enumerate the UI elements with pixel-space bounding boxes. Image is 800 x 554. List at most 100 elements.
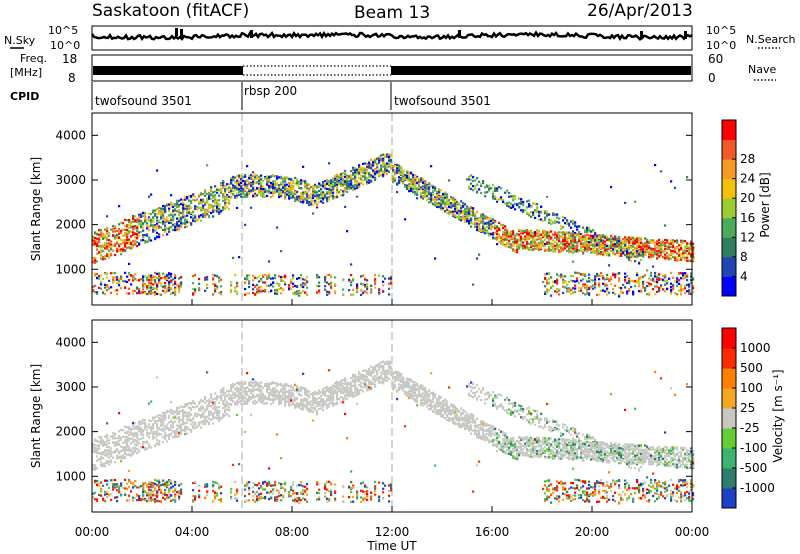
power-point: [482, 223, 485, 226]
power-point: [206, 197, 209, 200]
power-point: [476, 177, 479, 180]
power-point: [152, 224, 155, 227]
power-point: [202, 204, 205, 207]
power-point: [136, 218, 139, 221]
power-point: [626, 248, 629, 251]
power-point: [494, 220, 497, 224]
power-point: [346, 190, 349, 193]
power-point: [106, 247, 109, 250]
power-point: [600, 234, 603, 237]
power-point: [646, 293, 649, 296]
power-point: [316, 273, 319, 277]
power-point: [178, 211, 181, 214]
power-point: [596, 274, 599, 278]
power-point: [176, 210, 179, 213]
power-point: [638, 262, 641, 265]
power-point: [306, 286, 309, 289]
power-point: [654, 253, 657, 256]
power-point: [574, 290, 577, 294]
power-point: [180, 224, 183, 227]
power-point: [610, 282, 613, 286]
power-point: [150, 193, 153, 196]
power-point: [390, 163, 393, 167]
power-point: [170, 272, 173, 276]
power-point: [682, 256, 685, 259]
power-point: [678, 258, 681, 261]
power-point: [470, 220, 473, 223]
power-point: [586, 240, 589, 243]
power-point: [408, 184, 411, 188]
power-point: [362, 162, 365, 166]
power-point: [122, 234, 125, 237]
power-point: [234, 194, 237, 198]
power-point: [212, 215, 215, 218]
power-point: [136, 286, 139, 289]
power-point: [214, 274, 217, 277]
power-point: [208, 191, 211, 195]
power-point: [178, 210, 181, 213]
power-point: [138, 213, 141, 216]
power-point: [170, 225, 173, 228]
power-point: [372, 176, 375, 179]
power-point: [198, 200, 201, 203]
power-point: [680, 284, 683, 287]
power-point: [196, 208, 199, 211]
power-point: [196, 198, 199, 201]
power-point: [636, 274, 639, 277]
power-point: [356, 168, 359, 171]
power-point: [202, 198, 205, 201]
power-point: [318, 193, 321, 197]
power-point: [330, 275, 333, 279]
power-point: [598, 246, 601, 249]
power-point: [488, 189, 491, 192]
power-point: [362, 290, 365, 293]
power-point: [300, 283, 303, 287]
power-point: [458, 209, 461, 212]
power-point: [292, 182, 295, 185]
power-point: [370, 163, 373, 166]
power-point: [208, 214, 211, 217]
power-point: [156, 292, 159, 296]
power-point: [558, 238, 561, 241]
power-point: [448, 209, 451, 213]
power-point: [404, 184, 407, 187]
power-point: [122, 222, 125, 225]
power-point: [362, 168, 365, 171]
power-point: [186, 211, 189, 214]
power-point: [686, 245, 689, 249]
power-point: [200, 198, 203, 201]
power-point: [534, 209, 537, 212]
power-point: [130, 226, 133, 229]
power-point: [280, 189, 283, 192]
power-point: [332, 189, 335, 192]
power-point: [222, 208, 225, 212]
power-point: [606, 276, 609, 280]
power-point: [442, 208, 445, 212]
power-point: [214, 195, 217, 198]
power-point: [374, 282, 377, 286]
power-point: [276, 282, 279, 285]
power-point: [468, 208, 471, 211]
power-point: [494, 219, 497, 223]
power-point: [130, 283, 133, 286]
power-point: [612, 252, 615, 255]
power-point: [552, 220, 555, 224]
power-point: [322, 191, 325, 194]
power-point: [430, 198, 433, 201]
power-point: [462, 215, 465, 218]
power-point: [590, 234, 593, 237]
power-point: [374, 273, 377, 277]
power-point: [568, 222, 571, 225]
power-point: [284, 191, 287, 194]
power-point: [202, 215, 205, 218]
power-point: [550, 219, 553, 222]
power-point: [562, 285, 565, 288]
power-point: [308, 188, 311, 192]
power-point: [288, 185, 291, 188]
power-point: [672, 246, 675, 249]
power-point: [614, 243, 617, 246]
power-point: [132, 240, 135, 243]
power-point: [674, 250, 677, 253]
power-point: [390, 282, 393, 285]
power-point: [122, 247, 125, 250]
